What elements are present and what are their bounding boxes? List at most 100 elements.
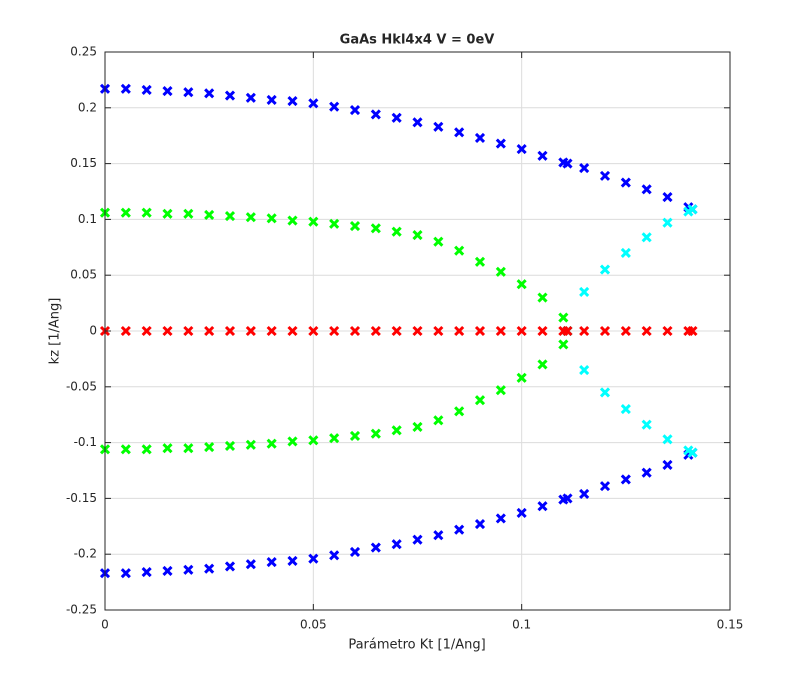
marker [562,158,573,169]
marker [329,550,340,561]
marker [370,109,381,120]
marker [516,325,527,337]
marker [141,207,152,218]
marker [516,372,527,383]
marker [308,325,319,337]
marker [562,493,573,504]
marker [391,325,402,337]
marker [370,542,381,553]
y-tick-label: -0.05 [66,379,97,393]
marker [245,325,256,337]
plot-area [99,83,698,579]
marker [495,385,506,396]
marker [454,524,465,535]
marker [662,434,673,445]
marker [454,325,465,337]
y-axis-label: kz [1/Ang] [48,298,63,365]
marker [391,539,402,550]
marker [687,447,698,458]
marker [641,232,652,243]
chart-title: GaAs Hkl4x4 V = 0eV [340,33,495,48]
marker [329,101,340,112]
marker [162,443,173,454]
marker [266,325,277,337]
marker [224,561,236,572]
marker [183,325,194,337]
marker [474,256,486,267]
marker [474,132,486,143]
marker [687,204,698,215]
marker [495,138,506,149]
marker [433,415,444,426]
marker [433,530,444,541]
marker [474,519,486,530]
marker [433,121,444,132]
x-tick-label: 0.05 [300,618,327,632]
marker [599,325,611,337]
y-tick-label: -0.1 [74,435,97,449]
marker [599,387,611,398]
marker [183,208,194,219]
y-tick-label: 0.15 [70,156,97,170]
marker [224,90,236,101]
y-tick-label: -0.15 [66,491,97,505]
marker [141,325,152,337]
marker [579,286,590,298]
y-tick-label: 0.2 [78,100,97,114]
marker [537,150,548,161]
marker [495,266,506,277]
marker [454,406,465,417]
marker [349,104,361,116]
marker [308,435,319,446]
y-tick-label: -0.2 [74,547,97,561]
marker [349,325,361,337]
marker [537,501,548,512]
marker [641,325,652,337]
marker [120,568,131,579]
marker [204,209,215,220]
marker [412,421,423,433]
marker [495,513,506,524]
marker [474,325,486,337]
marker [245,212,256,223]
marker [308,553,319,564]
marker [204,325,215,337]
marker [412,229,423,241]
marker [662,325,673,337]
marker [287,215,298,226]
marker [370,428,381,439]
marker [412,534,423,545]
marker [308,216,319,227]
x-tick-label: 0.15 [717,618,744,632]
marker [204,563,215,574]
marker [245,92,256,103]
marker [433,325,444,337]
marker [370,223,381,234]
marker [562,325,573,337]
marker [687,325,698,337]
y-tick-label: 0.05 [70,268,97,282]
marker [266,438,277,449]
marker [620,325,631,337]
x-tick-label: 0 [101,618,109,632]
marker [162,85,173,97]
marker [329,433,340,444]
marker [641,184,652,195]
marker [204,88,215,99]
x-tick-label: 0.1 [512,618,531,632]
marker [495,325,506,337]
marker [599,481,611,492]
marker [579,163,590,174]
marker [537,292,548,303]
marker [391,226,402,237]
marker [662,192,673,203]
marker [579,364,590,376]
marker [183,443,194,454]
marker [558,312,569,323]
x-axis-label: Parámetro Kt [1/Ang] [348,638,485,653]
marker [120,325,131,337]
marker [141,84,152,96]
marker [245,439,256,450]
